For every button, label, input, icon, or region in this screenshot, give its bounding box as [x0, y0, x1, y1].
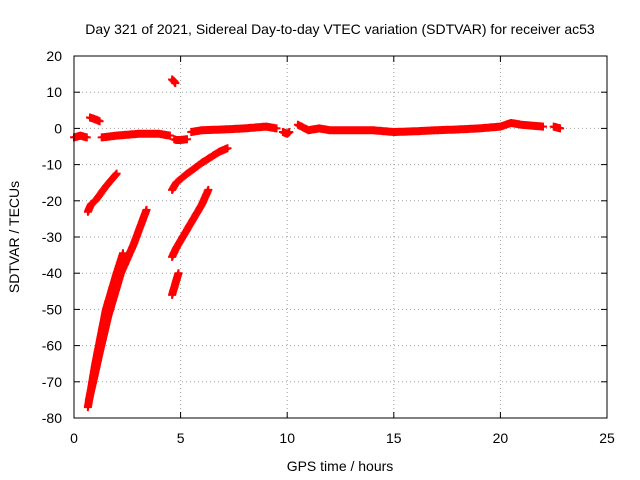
- y-tick-label: -30: [42, 229, 62, 245]
- y-tick-label: -20: [42, 193, 62, 209]
- y-tick-label: 20: [46, 48, 62, 64]
- y-axis-label: SDTVAR / TECUs: [6, 181, 22, 293]
- data-series-seg-o: [168, 269, 183, 299]
- x-tick-label: 5: [177, 430, 185, 446]
- data-series-seg-c: [97, 129, 174, 142]
- y-tick-label: 10: [46, 84, 62, 100]
- plot-area: [70, 75, 565, 412]
- x-tick-label: 15: [386, 430, 402, 446]
- axis-ticks: 0 5 10 15 20 25 -80 -70 -60 -50 -40 -30 -20 -10 0 10 20: [42, 48, 615, 446]
- data-series-seg-b: [86, 113, 104, 126]
- x-tick-label: 20: [493, 430, 509, 446]
- chart-title: Day 321 of 2021, Sidereal Day-to-day VTE…: [85, 21, 595, 37]
- data-series-seg-f: [278, 128, 294, 138]
- data-series-seg-e: [187, 122, 281, 136]
- data-series-seg-h: [549, 122, 565, 133]
- x-tick-label: 0: [70, 430, 78, 446]
- x-tick-label: 25: [599, 430, 615, 446]
- data-series-seg-i: [168, 75, 180, 88]
- data-series-seg-m: [168, 144, 232, 194]
- data-series-seg-d: [170, 135, 191, 144]
- data-series-seg-n: [168, 185, 213, 261]
- y-tick-label: -60: [42, 338, 62, 354]
- data-series-seg-j: [83, 169, 121, 216]
- data-series-seg-g: [293, 119, 547, 136]
- y-tick-label: 0: [54, 120, 62, 136]
- y-tick-label: -40: [42, 265, 62, 281]
- grid-lines: [74, 56, 607, 418]
- y-tick-label: -80: [42, 410, 62, 426]
- y-tick-label: -50: [42, 301, 62, 317]
- y-tick-label: -10: [42, 157, 62, 173]
- data-series-seg-l: [84, 205, 151, 404]
- x-tick-label: 10: [279, 430, 295, 446]
- x-axis-label: GPS time / hours: [287, 458, 394, 474]
- y-tick-label: -70: [42, 374, 62, 390]
